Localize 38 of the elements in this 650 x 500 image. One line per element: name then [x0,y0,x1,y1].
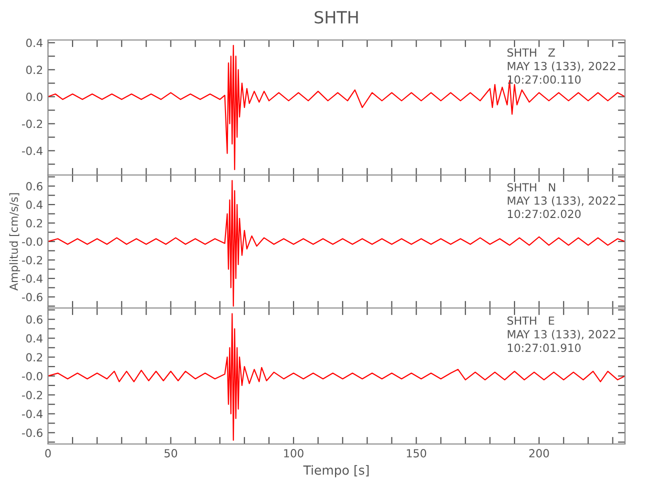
y-tick-label: -0.2 [22,256,42,264]
y-tick-label: 0.2 [26,66,42,74]
y-tick-label: -0.0 [22,237,42,246]
line-series [48,44,625,170]
x-tick-label: 0 [45,449,51,458]
y-tick-label: 0.6 [26,182,42,190]
x-tick-label: 150 [406,449,426,458]
y-axis-title: Amplitud [cm/s/s] [9,193,20,291]
x-tick-label: 100 [284,449,304,458]
annotation: SHTH Z [507,48,555,57]
y-tick-label: -0.4 [22,146,43,156]
x-tick-label: 50 [164,449,178,458]
y-tick-label: 0.0 [26,92,42,102]
y-tick-label: -0.0 [22,372,42,380]
annotation: SHTH E [507,316,554,325]
annotation: MAY 13 (133), 2022 [508,196,616,206]
y-tick-label: -0.4 [22,274,43,283]
annotation: 10:27:02.020 [508,210,581,218]
y-tick-label: 0.2 [26,219,42,228]
y-tick-label: -0.2 [22,390,42,400]
y-tick-label: 0.6 [26,315,42,324]
y-tick-label: -0.2 [22,120,42,128]
y-tick-label: 0.4 [26,200,43,209]
x-axis-title: Tiempo [s] [303,465,369,478]
y-tick-label: -0.6 [22,292,42,302]
annotation: MAY 13 (133), 2022 [508,62,616,72]
line-series [48,313,625,441]
y-tick-label: 0.4 [26,334,43,343]
annotation: 10:27:01.910 [508,344,581,352]
y-tick-label: 0.2 [26,353,42,362]
x-tick-label: 200 [529,449,549,458]
annotation: MAY 13 (133), 2022 [508,330,616,340]
y-tick-label: -0.4 [22,410,43,418]
y-tick-label: 0.4 [26,38,43,48]
y-tick-label: -0.6 [22,428,42,438]
chart-title: SHTH [314,10,358,24]
annotation: SHTH N [507,183,556,192]
annotation: 10:27:00.110 [508,75,581,84]
